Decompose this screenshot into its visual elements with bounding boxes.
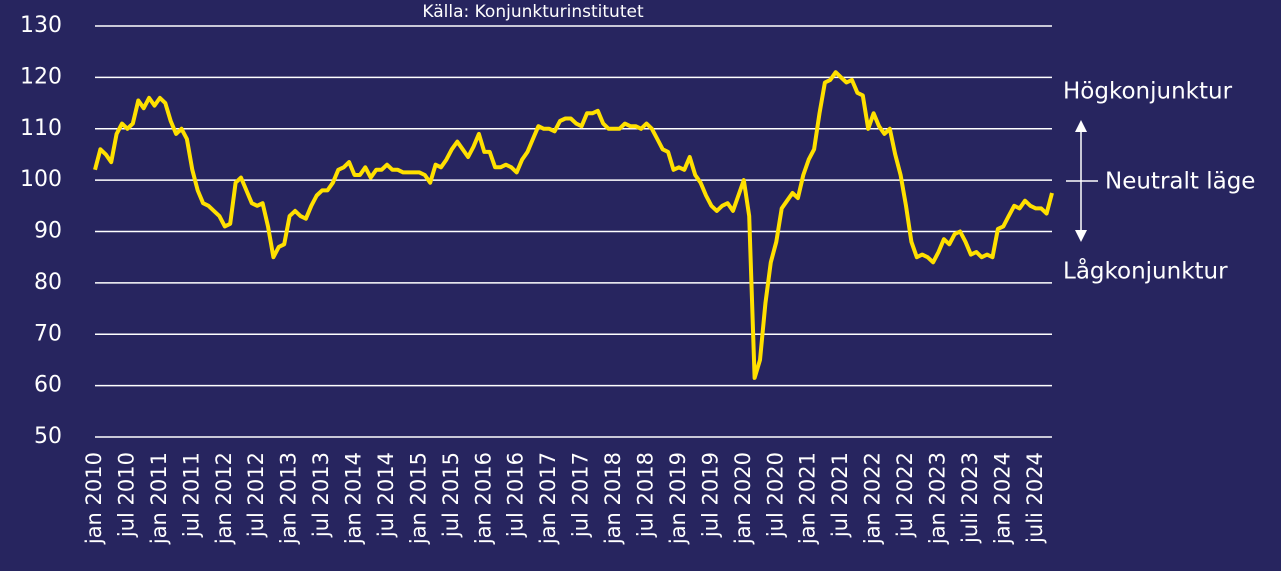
x-tick-label: jan 2014 [342, 452, 366, 545]
x-tick-label: jan 2016 [471, 452, 495, 545]
x-tick-label: juli 2023 [958, 452, 982, 544]
x-tick-label: jul 2020 [763, 452, 787, 538]
x-tick-label: jan 2015 [406, 452, 430, 545]
neutral-marker [1066, 120, 1098, 242]
subtitle: Källa: Konjunkturinstitutet [422, 2, 644, 22]
x-tick-label: jan 2019 [666, 452, 690, 545]
y-tick-label: 90 [34, 219, 62, 244]
y-tick-label: 50 [34, 424, 62, 449]
x-tick-label: jul 2012 [244, 452, 268, 538]
y-tick-label: 70 [34, 321, 62, 346]
x-tick-label: jan 2011 [147, 452, 171, 545]
y-tick-label: 120 [20, 64, 62, 89]
x-tick-label: jan 2010 [82, 452, 106, 545]
x-tick-label: jul 2014 [374, 452, 398, 538]
x-tick-label: jan 2018 [601, 452, 625, 545]
x-tick-label: juli 2024 [1023, 452, 1047, 544]
x-tick-label: jul 2013 [309, 452, 333, 538]
x-tick-label: jul 2016 [504, 452, 528, 538]
y-tick-label: 110 [20, 116, 62, 141]
x-tick-label: jan 2012 [212, 452, 236, 545]
x-tick-label: jan 2021 [796, 452, 820, 545]
x-tick-label: jul 2021 [828, 452, 852, 538]
x-tick-label: jul 2019 [698, 452, 722, 538]
x-tick-label: jul 2011 [179, 452, 203, 538]
x-tick-label: jul 2015 [439, 452, 463, 538]
x-tick-label: jan 2022 [861, 452, 885, 545]
y-tick-label: 60 [34, 373, 62, 398]
x-tick-label: jan 2024 [990, 452, 1014, 545]
y-tick-label: 130 [20, 13, 62, 38]
x-tick-label: jul 2017 [569, 452, 593, 538]
x-tick-label: jul 2022 [893, 452, 917, 538]
x-tick-label: jan 2017 [536, 452, 560, 545]
x-tick-label: jan 2020 [731, 452, 755, 545]
data-line [93, 70, 1054, 380]
x-tick-label: jan 2023 [925, 452, 949, 545]
annotation: Lågkonjunktur [1063, 257, 1228, 285]
y-tick-label: 80 [34, 270, 62, 295]
annotation: Högkonjunktur [1063, 79, 1233, 105]
y-tick-label: 100 [20, 167, 62, 192]
x-tick-label: jul 2010 [114, 452, 138, 538]
x-tick-label: jan 2013 [277, 452, 301, 545]
x-tick-label: jul 2018 [633, 452, 657, 538]
annotation: Neutralt läge [1105, 169, 1255, 195]
